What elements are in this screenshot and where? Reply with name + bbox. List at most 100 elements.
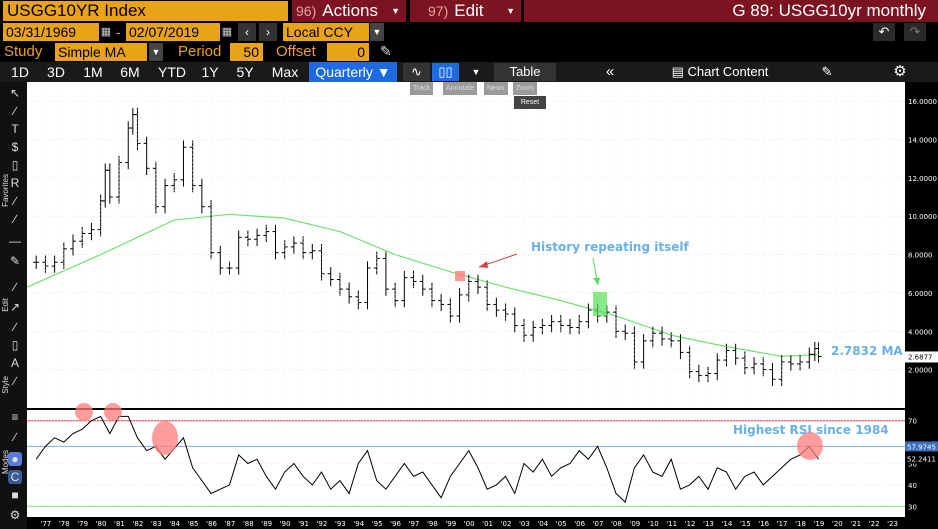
c-mode-icon[interactable]: C <box>8 470 22 484</box>
rsi-annotation: Highest RSI since 1984 <box>733 423 889 437</box>
x-tick-label: '21 <box>850 520 861 528</box>
chevron-down-icon: ▼ <box>506 6 515 16</box>
mode-icon[interactable]: ■ <box>11 488 19 502</box>
frequency-select[interactable]: Quarterly ▼ <box>309 62 397 82</box>
arrow-head-red <box>479 261 488 268</box>
price-tick-label: 2.0000 <box>908 367 933 375</box>
x-tick-label: '19 <box>813 520 824 528</box>
chart-content-button[interactable]: ▤ Chart Content <box>650 63 790 81</box>
gear-icon[interactable]: ⚙ <box>9 508 21 522</box>
period-button[interactable]: 5Y <box>236 64 254 80</box>
candle-icon[interactable]: ▯ <box>11 158 19 172</box>
chevron-down-icon: ▼ <box>391 6 400 16</box>
period-button[interactable]: YTD <box>158 64 186 80</box>
calendar-icon[interactable]: ▦ <box>221 26 233 38</box>
x-tick-label: '89 <box>261 520 272 528</box>
price-tick-label: 14.0000 <box>908 137 937 145</box>
period-button[interactable]: 3D <box>47 64 65 80</box>
pen-icon[interactable]: ∕ <box>13 212 16 226</box>
period-button[interactable]: 1M <box>83 64 103 80</box>
brush-icon[interactable]: ∕ <box>13 194 16 208</box>
period-button[interactable]: Max <box>271 64 299 80</box>
line-tool-icon[interactable]: ∕ <box>13 104 16 118</box>
collapse-icon[interactable]: « <box>598 63 622 81</box>
period-label: Period <box>178 43 222 60</box>
x-tick-label: '83 <box>151 520 162 528</box>
x-tick-label: '96 <box>390 520 401 528</box>
period-button[interactable]: 1Y <box>201 64 219 80</box>
prev-arrow-icon[interactable]: ‹ <box>238 23 256 41</box>
line-chart-icon[interactable]: ∿ <box>403 63 430 81</box>
rsi-value-label: 57.9745 <box>907 443 936 451</box>
style-icon[interactable]: ∕ <box>13 374 16 388</box>
pencil-icon[interactable]: ✎ <box>380 43 392 59</box>
chevron-down-icon[interactable]: ▼ <box>370 23 384 41</box>
period-button[interactable]: 6M <box>120 64 140 80</box>
text-tool-icon[interactable]: T <box>11 122 19 136</box>
x-tick-label: '12 <box>685 520 696 528</box>
x-tick-label: '86 <box>206 520 217 528</box>
trash-icon[interactable]: ▯ <box>11 338 19 352</box>
text-icon[interactable]: A <box>10 356 19 370</box>
pencil-icon[interactable]: ∕ <box>13 430 16 444</box>
hline-icon[interactable]: — <box>9 234 21 248</box>
calendar-icon[interactable]: ▦ <box>100 26 112 38</box>
chevron-down-icon[interactable]: ▼ <box>149 43 163 61</box>
offset-label: Offset <box>276 43 316 60</box>
x-tick-label: '09 <box>629 520 640 528</box>
x-tick-label: '08 <box>611 520 622 528</box>
chart-icon: ▤ <box>671 64 688 79</box>
track-button[interactable]: Track <box>410 82 434 95</box>
x-tick-label: '78 <box>59 520 70 528</box>
news-button[interactable]: News <box>484 82 508 95</box>
undo-icon[interactable]: ↶ <box>873 23 895 41</box>
next-arrow-icon[interactable]: › <box>259 23 277 41</box>
marker-icon[interactable]: ∕ <box>13 280 16 294</box>
gear-icon[interactable]: ⚙ <box>890 63 910 81</box>
annotate-button[interactable]: Annotate <box>443 82 478 95</box>
edit-chart-icon[interactable]: ✎ <box>818 63 836 81</box>
chart-area[interactable]: 16.0000 14.0000 12.0000 10.0000 8.0000 6.0000… <box>27 82 938 529</box>
end-date-field[interactable]: 02/07/2019 <box>126 23 220 41</box>
period-button[interactable]: 1D <box>11 64 29 80</box>
dollar-icon[interactable]: $ <box>11 140 19 154</box>
x-tick-label: '05 <box>556 520 567 528</box>
actions-number: 96) <box>296 3 317 19</box>
actions-label: Actions <box>322 1 378 20</box>
toolbar: 1D 3D 1M 6M YTD 1Y 5Y Max Quarterly ▼ ∿ … <box>0 62 938 82</box>
last-price-tag <box>905 351 938 363</box>
arrow-head-green <box>593 278 600 285</box>
brush-icon[interactable]: ∕ <box>13 320 16 334</box>
period-field[interactable]: 50 <box>230 43 263 61</box>
arrow-up-icon[interactable]: ↗ <box>9 300 21 314</box>
study-select[interactable]: Simple MA <box>55 43 147 61</box>
ticker-field[interactable]: USGG10YR Index <box>3 1 288 21</box>
last-price-label: 2.6877 <box>908 353 933 361</box>
x-tick-label: '87 <box>224 520 235 528</box>
redo-icon[interactable]: ↷ <box>904 23 926 41</box>
x-tick-label: '80 <box>96 520 107 528</box>
offset-field[interactable]: 0 <box>327 43 369 61</box>
x-tick-label: '22 <box>869 520 880 528</box>
x-tick-label: '88 <box>243 520 254 528</box>
x-tick-label: '84 <box>169 520 180 528</box>
start-date-field[interactable]: 03/31/1969 <box>3 23 99 41</box>
study-bar: Study Simple MA ▼ Period 50 Offset 0 ✎ <box>0 42 938 62</box>
draw-icon[interactable]: ✎ <box>9 254 21 268</box>
x-tick-label: '20 <box>832 520 843 528</box>
zoom-button[interactable]: Zoom <box>513 82 537 95</box>
actions-menu[interactable]: 96) Actions ▼ <box>292 0 406 22</box>
cursor-icon[interactable]: ↖ <box>9 86 21 100</box>
price-tick-label: 6.0000 <box>908 290 933 298</box>
table-button[interactable]: Table <box>494 63 556 81</box>
rsi-tick-label: 70 <box>908 418 917 426</box>
left-toolbar: ↖ ∕ T $ ▯ R ∕ ∕ — ✎ ∕ ↗ ∕ ▯ A ∕ ≡ ∕ ● C … <box>0 82 27 529</box>
ray-icon[interactable]: R <box>10 176 20 190</box>
edit-menu[interactable]: 97) Edit ▼ <box>410 0 521 22</box>
mode-icon[interactable]: ● <box>8 452 22 466</box>
reset-button[interactable]: Reset <box>514 96 546 109</box>
currency-select[interactable]: Local CCY <box>283 23 369 41</box>
bar-chart-icon[interactable]: ▯▯ <box>432 63 459 81</box>
list-icon[interactable]: ≡ <box>11 410 19 424</box>
chevron-down-icon[interactable]: ▼ <box>462 63 490 81</box>
